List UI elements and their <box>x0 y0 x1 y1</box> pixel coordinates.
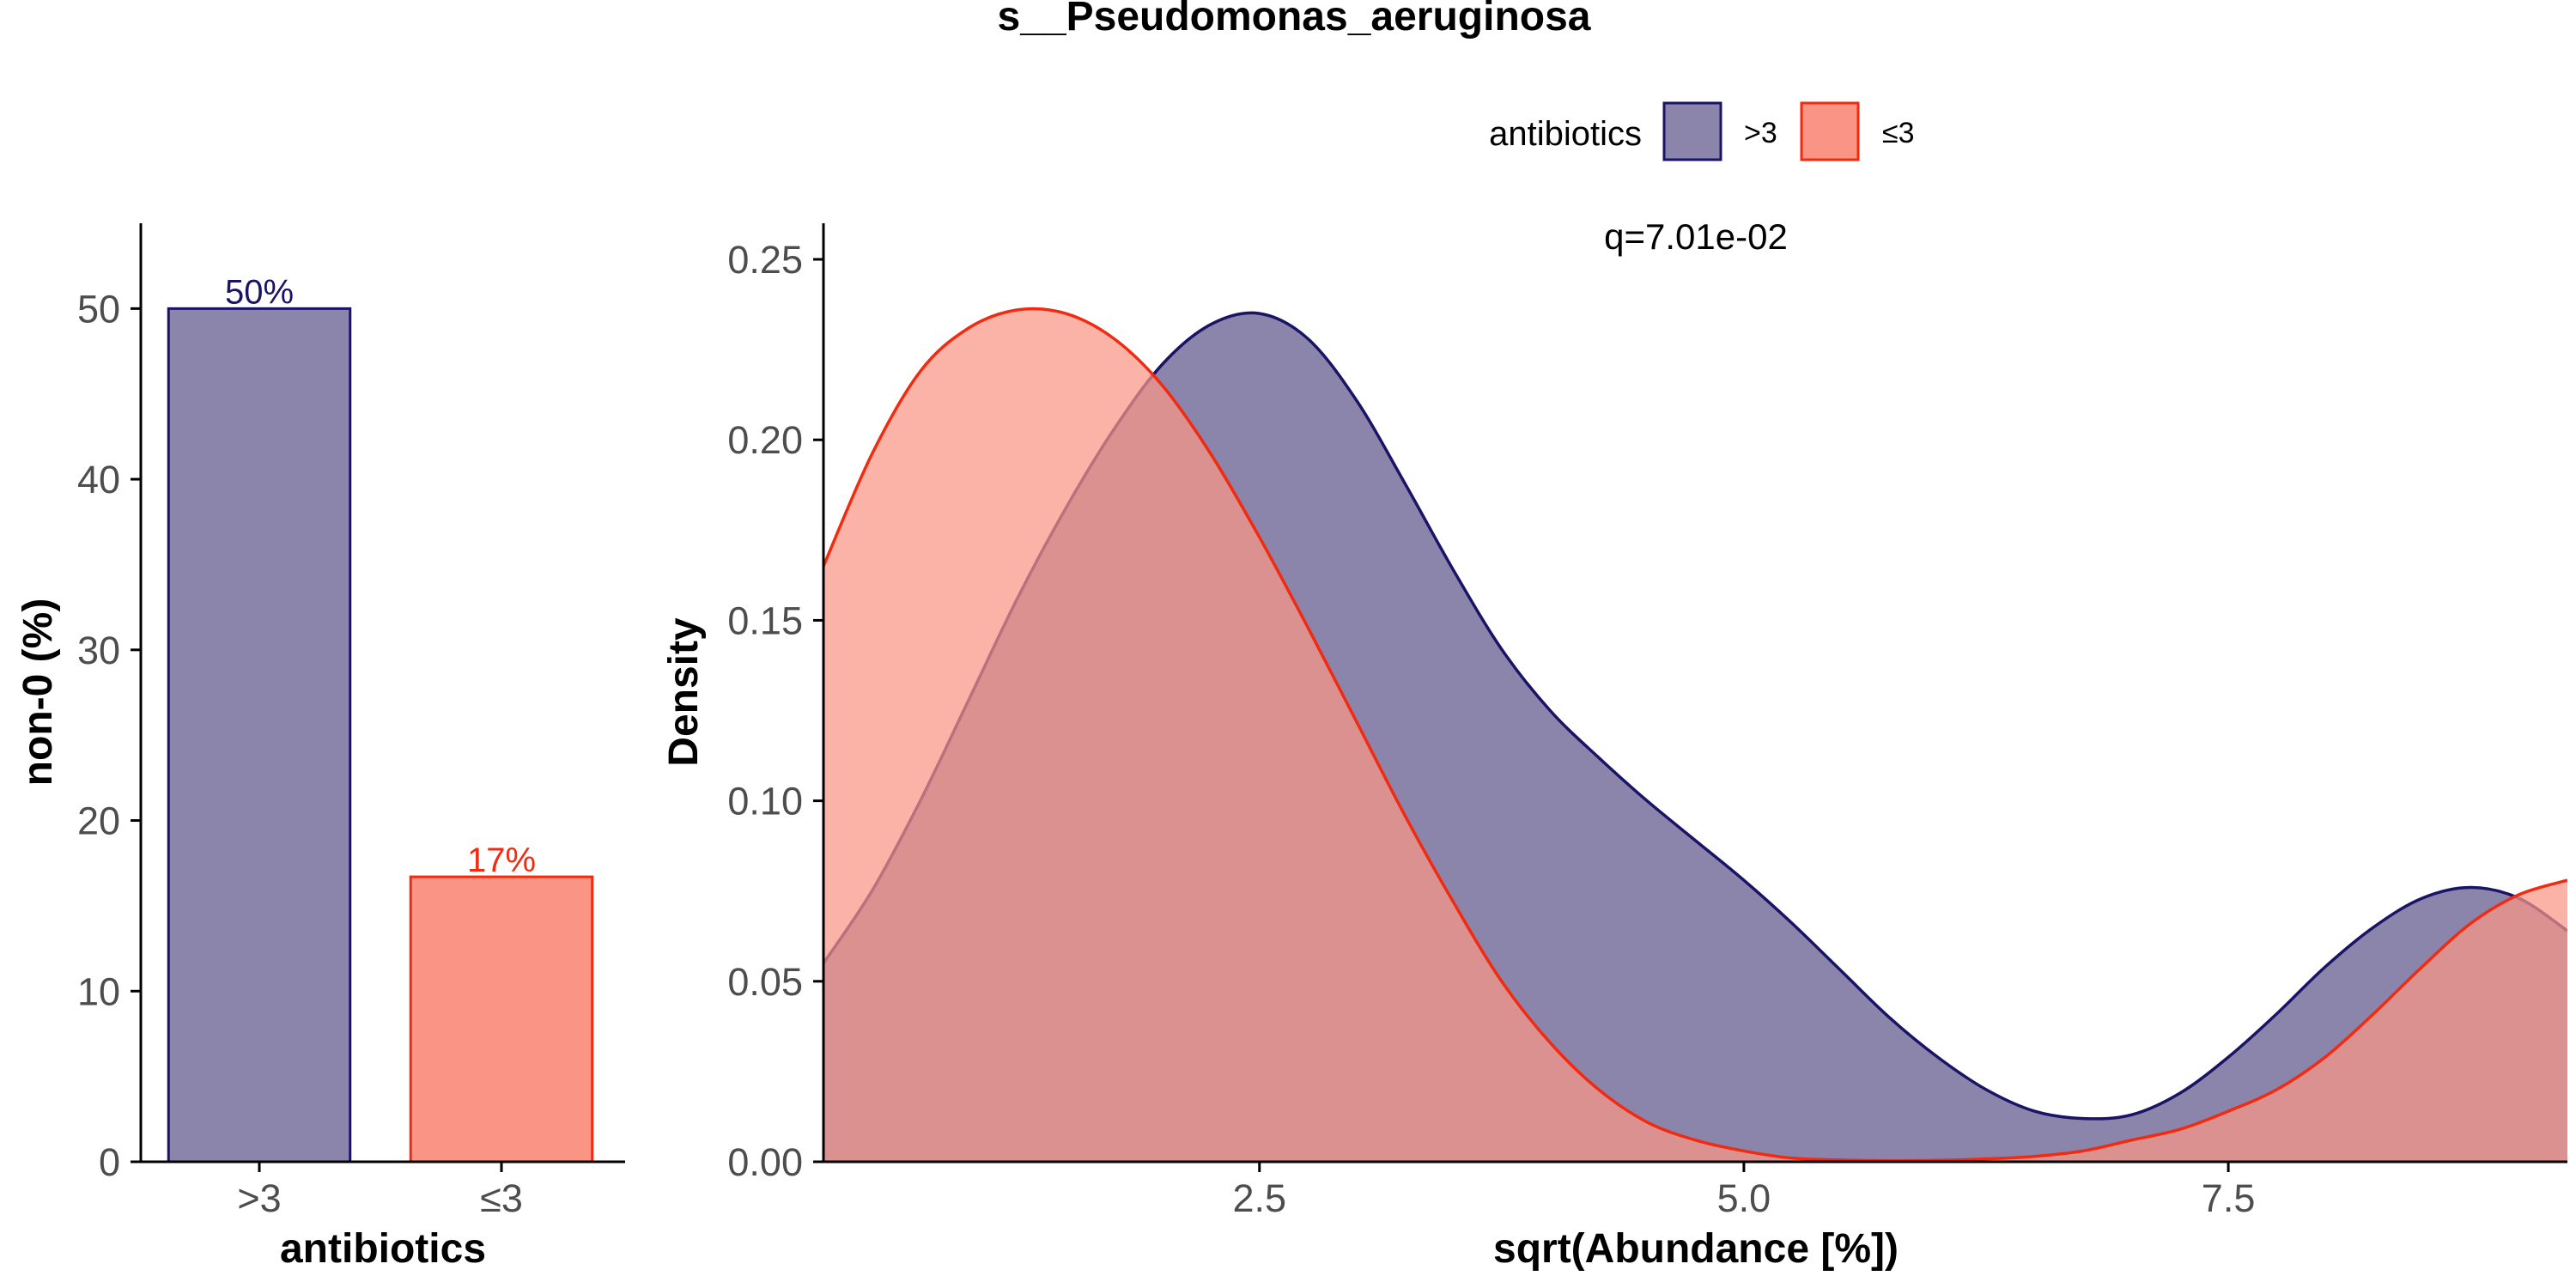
density-x-tick-label: 7.5 <box>2202 1176 2256 1220</box>
density-y-tick-label: 0.00 <box>727 1140 803 1184</box>
bar-chart-panel: 0 10 20 30 40 50 >3 ≤3 50% 17% non-0 (%) antibi… <box>15 223 625 1272</box>
bar-y-tick-label: 0 <box>99 1140 120 1184</box>
bar-data-label: 17% <box>467 841 536 879</box>
bar-y-tick-label: 10 <box>77 969 120 1013</box>
density-y-tick-label: 0.25 <box>727 238 803 282</box>
density-y-tick-label: 0.10 <box>727 780 803 823</box>
bar-data-labels: 50% 17% <box>225 273 536 879</box>
density-x-tick-label: 5.0 <box>1717 1176 1771 1220</box>
bar-y-axis-title: non-0 (%) <box>15 598 61 787</box>
density-y-tick-label: 0.15 <box>727 598 803 642</box>
legend: antibiotics >3 ≤3 <box>1489 101 1915 161</box>
density-y-tick-label: 0.20 <box>727 418 803 462</box>
bar-y-tick-label: 40 <box>77 458 120 501</box>
density-x-ticks: 2.5 5.0 7.5 <box>1232 1162 2255 1220</box>
legend-label-le3: ≤3 <box>1882 117 1915 149</box>
density-x-tick-label: 2.5 <box>1232 1176 1286 1220</box>
density-y-ticks: 0.00 0.05 0.10 0.15 0.20 0.25 <box>727 238 823 1184</box>
bar-y-tick-label: 20 <box>77 799 120 843</box>
bar-0 <box>167 307 352 1163</box>
bar-1 <box>409 875 594 1163</box>
bar-x-tick-label: ≤3 <box>480 1176 523 1220</box>
bar-data-label: 50% <box>225 273 294 311</box>
bars <box>167 307 594 1163</box>
density-x-axis-title: sqrt(Abundance [%]) <box>1493 1226 1899 1272</box>
density-y-axis-title: Density <box>661 617 707 767</box>
bar-y-ticks: 0 10 20 30 40 50 <box>77 287 141 1184</box>
bar-y-tick-label: 50 <box>77 287 120 331</box>
density-chart-panel: 0.00 0.05 0.10 0.15 0.20 0.25 2.5 5.0 7.5 q=7.0… <box>661 216 2567 1272</box>
legend-key-le3 <box>1800 101 1860 161</box>
density-areas <box>823 307 2567 1162</box>
legend-key-gt3 <box>1662 101 1722 161</box>
bar-y-tick-label: 30 <box>77 629 120 672</box>
density-y-tick-label: 0.05 <box>727 960 803 1004</box>
plot-title: s__Pseudomonas_aeruginosa <box>998 0 1591 39</box>
density-area-le3 <box>823 308 2567 1162</box>
density-area-le3-line <box>823 307 2567 1162</box>
legend-title: antibiotics <box>1489 115 1642 153</box>
bar-x-axis-title: antibiotics <box>280 1226 486 1272</box>
legend-label-gt3: >3 <box>1744 117 1777 149</box>
density-annotation: q=7.01e-02 <box>1604 216 1788 257</box>
bar-x-ticks: >3 ≤3 <box>237 1162 523 1220</box>
bar-x-tick-label: >3 <box>237 1176 281 1220</box>
